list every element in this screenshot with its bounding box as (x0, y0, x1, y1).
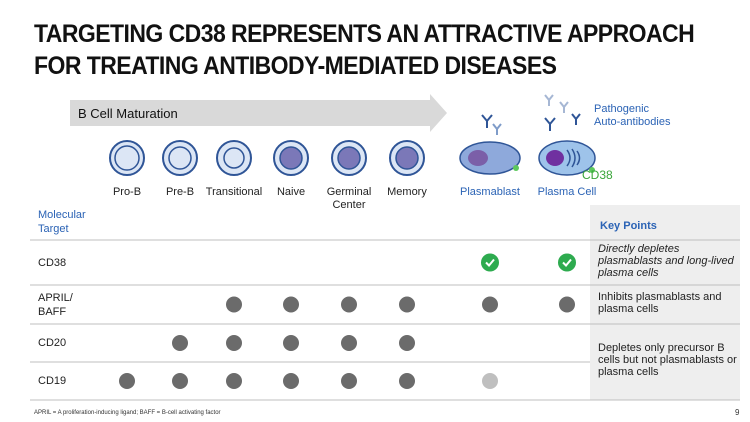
cd38-marker (513, 165, 519, 171)
check-tick (562, 258, 572, 267)
nucleus (114, 145, 140, 171)
check-mark (481, 253, 499, 272)
dot (482, 296, 498, 313)
antibody-label: Pathogenic Auto-antibodies (594, 103, 670, 129)
key-points-header: Key Points (600, 220, 657, 232)
cd38-label: CD38 (582, 168, 613, 182)
nucleus (395, 146, 419, 170)
dot (559, 296, 575, 313)
dot (172, 335, 188, 351)
cd38-marker (589, 167, 595, 173)
check-tick (485, 258, 495, 267)
dot (172, 373, 188, 389)
target-label: APRIL/ BAFF (38, 291, 73, 318)
cell (538, 140, 596, 176)
target-label: CD19 (38, 375, 67, 387)
antibody-label-line: Pathogenic (594, 103, 650, 115)
stage-label: Plasmablast (460, 186, 520, 198)
stage-label: Pro-B (112, 186, 142, 198)
stage-label: Pre-B (165, 186, 195, 198)
dot (399, 373, 415, 389)
dot (283, 373, 299, 389)
footnote: APRIL = A proliferation-inducing ligand;… (34, 410, 221, 416)
dot (283, 296, 299, 313)
page-number: 9 (735, 408, 740, 417)
antibody-icons (481, 94, 581, 135)
stage-label: Memory (387, 186, 427, 198)
dot (399, 296, 415, 313)
dot (226, 335, 242, 351)
stage-label: Naive (276, 186, 306, 198)
target-label: CD20 (38, 337, 67, 349)
dot (399, 335, 415, 351)
dot (226, 373, 242, 389)
antibody-label-line: Auto-antibodies (594, 116, 671, 128)
dot (341, 335, 357, 351)
dot (341, 373, 357, 389)
stage-label: Transitional (205, 186, 263, 198)
table-header: Molecular Target (38, 209, 86, 235)
er (566, 148, 581, 168)
stage-label: Germinal Center (326, 186, 372, 211)
dot (482, 373, 498, 389)
nucleus (337, 146, 361, 170)
key-point: Inhibits plasmablasts and plasma cells (598, 291, 722, 315)
nucleus (468, 150, 488, 166)
nucleus (279, 146, 303, 170)
dot (341, 296, 357, 313)
key-point: Depletes only precursor B cells but not … (598, 342, 737, 378)
key-point: Directly depletes plasmablasts and long-… (598, 243, 734, 279)
key-points-band (590, 205, 740, 400)
cell (459, 141, 521, 175)
arrow-label: B Cell Maturation (78, 106, 178, 121)
nucleus (546, 150, 564, 166)
title-line: TARGETING CD38 REPRESENTS AN ATTRACTIVE … (34, 20, 695, 48)
nucleus (223, 147, 245, 169)
check-mark (558, 253, 576, 272)
target-label: CD38 (38, 256, 67, 269)
stage-label: Plasma Cell (537, 186, 597, 198)
title-line: FOR TREATING ANTIBODY-MEDIATED DISEASES (34, 52, 557, 80)
nucleus (168, 146, 192, 170)
dot (119, 373, 135, 389)
maturation-arrow (70, 94, 447, 132)
dot (226, 296, 242, 313)
dot (283, 335, 299, 351)
